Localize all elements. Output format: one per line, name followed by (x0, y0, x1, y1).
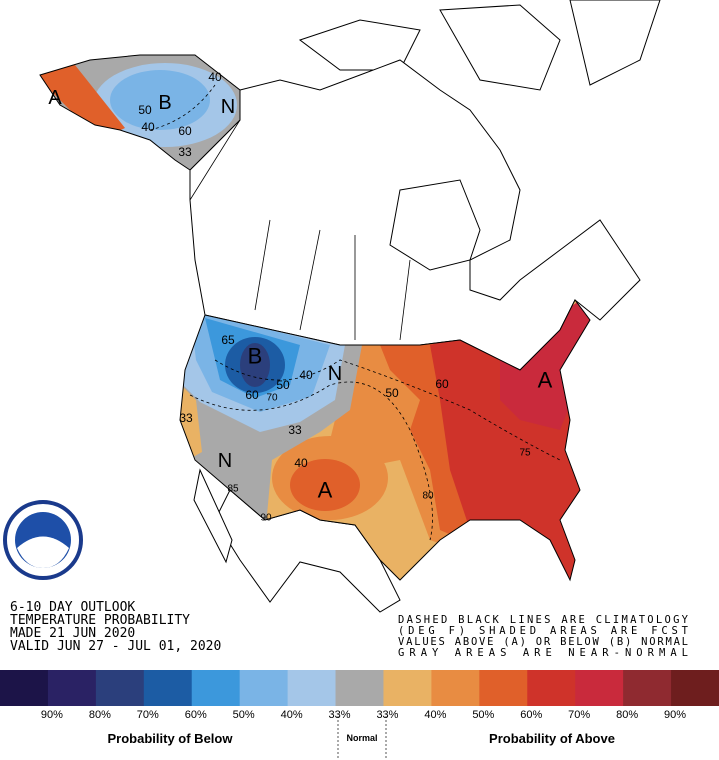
legend-label: 33% (329, 709, 351, 721)
noaa-logo (3, 500, 83, 580)
map-label: 50 (138, 103, 152, 117)
legend-label: 80% (89, 709, 111, 721)
legend-swatch (527, 670, 576, 706)
legend-label: 40% (424, 709, 446, 721)
legend-label: 33% (376, 709, 398, 721)
probability-area (500, 300, 590, 430)
map-label: N (328, 363, 342, 385)
legend-label: 40% (281, 709, 303, 721)
legend-swatch (191, 670, 241, 706)
climatology-lines (149, 84, 561, 541)
legend-swatch (383, 670, 432, 706)
map-label: 75 (519, 448, 531, 459)
legend-swatch (479, 670, 528, 706)
legend-label: 60% (185, 709, 207, 721)
legend: Probability of Below Normal Probability … (0, 670, 719, 760)
legend-label: 90% (664, 709, 686, 721)
map-label: N (218, 450, 232, 472)
legend-swatch (239, 670, 289, 706)
legend-swatch (287, 670, 337, 706)
note-line: GRAY AREAS ARE NEAR-NORMAL (398, 647, 688, 659)
map-label: 33 (178, 145, 192, 159)
probability-area (290, 459, 360, 511)
map-label: 65 (221, 333, 235, 347)
legend-label: 80% (616, 709, 638, 721)
map-label: A (538, 368, 553, 393)
map-label: 90 (260, 513, 272, 524)
legend-swatch (575, 670, 624, 706)
legend-label: 50% (472, 709, 494, 721)
note-line: VALUES ABOVE (A) OR BELOW (B) NORMAL (398, 636, 688, 648)
map-label: 70 (266, 393, 278, 404)
header-line: 6-10 DAY OUTLOOK (10, 600, 135, 615)
legend-label: 70% (137, 709, 159, 721)
legend-label: 50% (233, 709, 255, 721)
note-line: DASHED BLACK LINES ARE CLIMATOLOGY (398, 614, 689, 626)
legend-label: 70% (568, 709, 590, 721)
legend-label: 60% (520, 709, 542, 721)
note-text: DASHED BLACK LINES ARE CLIMATOLOGY(DEG F… (398, 614, 689, 659)
map-label: 40 (141, 120, 155, 134)
legend-swatch (0, 670, 49, 706)
map-label: N (221, 96, 235, 118)
map-label: 60 (245, 388, 259, 402)
map-label: 85 (227, 484, 239, 495)
map-label: 40 (299, 368, 313, 382)
legend-label: 90% (41, 709, 63, 721)
map-label: 80 (422, 491, 434, 502)
map-label: 33 (288, 423, 302, 437)
note-line: (DEG F) SHADED AREAS ARE FCST (398, 625, 689, 637)
map-label: A (318, 478, 333, 503)
map-label: A (48, 87, 62, 109)
map-label: 50 (276, 378, 290, 392)
header-line: VALID JUN 27 - JUL 01, 2020 (10, 639, 221, 654)
map-label: 50 (385, 386, 399, 400)
normal-label: Normal (346, 733, 377, 743)
alaska-shading (40, 55, 240, 170)
us-outline (179, 299, 591, 582)
legend-swatch (431, 670, 480, 706)
alaska-outline (39, 54, 241, 171)
map-label: B (158, 92, 171, 114)
header-line: TEMPERATURE PROBABILITY (10, 613, 190, 628)
legend-swatch (47, 670, 97, 706)
map-label: 60 (178, 124, 192, 138)
probability-area (240, 343, 270, 387)
map-label: 40 (294, 456, 308, 470)
map-label: 60 (435, 377, 449, 391)
map-label: 33 (179, 411, 193, 425)
below-label: Probability of Below (108, 731, 234, 746)
above-label: Probability of Above (489, 731, 615, 746)
basemap (189, 0, 661, 613)
map-label: B (248, 344, 263, 369)
legend-swatch (143, 670, 193, 706)
legend-swatch (95, 670, 145, 706)
above-60-area (40, 65, 125, 140)
legend-swatch (671, 670, 719, 706)
map-label: 40 (208, 70, 222, 84)
legend-swatch (335, 670, 384, 706)
legend-swatch (623, 670, 672, 706)
header-line: MADE 21 JUN 2020 (10, 626, 135, 641)
